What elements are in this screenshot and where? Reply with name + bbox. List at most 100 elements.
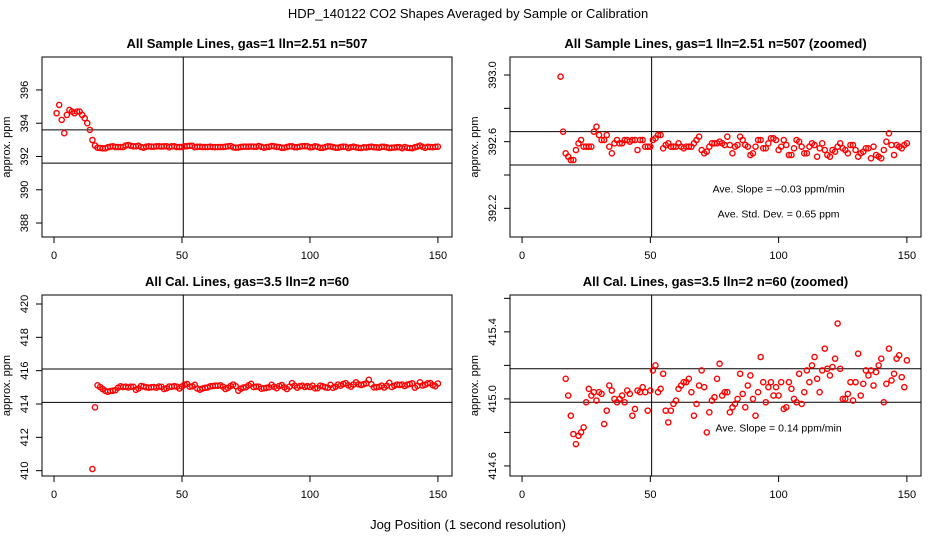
data-point <box>744 143 752 150</box>
data-point <box>780 136 788 144</box>
data-point <box>870 143 877 150</box>
data-point <box>590 128 598 135</box>
data-point <box>711 393 718 401</box>
data-point <box>772 136 780 144</box>
data-point <box>842 395 849 403</box>
data-point <box>644 407 652 414</box>
data-point <box>582 398 590 406</box>
data-point <box>757 136 764 144</box>
data-point <box>577 136 585 144</box>
data-point <box>736 370 744 378</box>
data-point <box>759 145 767 152</box>
data-point <box>155 383 163 390</box>
data-point <box>716 360 723 368</box>
data-point <box>726 141 734 149</box>
data-point <box>852 146 859 154</box>
data-point <box>577 429 585 436</box>
plot-panel-1: All Sample Lines, gas=1 lln=2.51 n=507 0 5… <box>1 36 453 262</box>
data-point <box>744 382 752 389</box>
data-point <box>695 133 703 140</box>
data-point <box>567 412 575 419</box>
data-point <box>790 145 798 152</box>
data-point <box>434 380 442 387</box>
data-point <box>783 141 790 149</box>
data-point <box>877 155 885 162</box>
data-point <box>670 143 677 150</box>
data-point <box>888 377 895 384</box>
data-point <box>724 388 731 396</box>
x-tick-label: 0 <box>51 489 57 501</box>
x-axis-label: Jog Position (1 second resolution) <box>370 517 566 532</box>
data-point <box>647 143 654 150</box>
data-point <box>803 367 811 374</box>
x-tick-label: 0 <box>519 250 525 262</box>
y-axis-label: approx. ppm <box>469 116 481 177</box>
data-point <box>631 405 639 413</box>
data-point <box>831 355 839 362</box>
data-point <box>641 388 649 396</box>
data-point <box>798 400 806 408</box>
data-point <box>831 148 839 155</box>
data-point <box>639 383 646 391</box>
data-point <box>311 385 319 392</box>
data-point <box>657 385 664 393</box>
data-point <box>844 150 852 157</box>
data-point <box>703 148 711 155</box>
data-point <box>644 143 652 150</box>
data-point <box>862 145 870 152</box>
data-point <box>839 395 847 403</box>
x-tick-label: 0 <box>519 489 525 501</box>
data-point <box>754 388 762 396</box>
data-point <box>700 383 708 391</box>
x-tick-label: 50 <box>644 250 656 262</box>
data-point <box>595 131 603 139</box>
data-point <box>731 400 739 408</box>
data-point <box>53 109 60 117</box>
data-point <box>181 381 188 388</box>
data-point <box>649 367 657 374</box>
data-point <box>593 397 600 404</box>
data-point <box>754 136 762 144</box>
y-tick-label: 410 <box>19 461 31 479</box>
data-point <box>749 150 757 157</box>
data-point <box>703 429 711 436</box>
annotation-text: Ave. Std. Dev. = 0.65 ppm <box>718 208 840 220</box>
data-point <box>593 123 600 130</box>
data-point <box>847 378 854 386</box>
plot-panel-2: All Sample Lines, gas=1 lln=2.51 n=507 (… <box>469 36 922 262</box>
data-point <box>821 345 829 352</box>
panel-title: All Cal. Lines, gas=3.5 lln=2 n=60 (zoom… <box>583 274 849 289</box>
plot-box <box>41 56 453 238</box>
data-point <box>263 384 270 392</box>
data-point <box>58 116 66 124</box>
data-point <box>639 136 646 144</box>
panel-title: All Sample Lines, gas=1 lln=2.51 n=507 (… <box>564 36 866 51</box>
y-tick-label: 415.0 <box>487 385 499 413</box>
data-point <box>821 146 829 154</box>
data-point <box>762 145 770 152</box>
data-point <box>813 153 821 160</box>
data-point <box>800 150 808 157</box>
data-point <box>570 156 577 164</box>
data-point <box>826 372 834 379</box>
x-tick-label: 150 <box>429 489 447 501</box>
data-point <box>800 388 808 396</box>
y-tick-label: 393.0 <box>487 61 499 89</box>
data-point <box>729 150 736 157</box>
data-point <box>60 129 68 137</box>
data-point <box>788 385 795 393</box>
data-point <box>726 409 734 416</box>
data-point <box>434 143 442 150</box>
x-tick-label: 100 <box>769 250 787 262</box>
data-point <box>657 131 664 139</box>
data-point <box>667 407 675 414</box>
data-point <box>885 345 893 352</box>
data-point <box>91 404 99 411</box>
data-point <box>880 398 888 406</box>
data-point <box>898 373 906 381</box>
y-tick-label: 415.4 <box>487 318 499 346</box>
data-point <box>721 388 729 396</box>
y-tick-label: 390 <box>19 181 31 199</box>
data-point <box>903 140 911 147</box>
data-point <box>885 130 893 137</box>
